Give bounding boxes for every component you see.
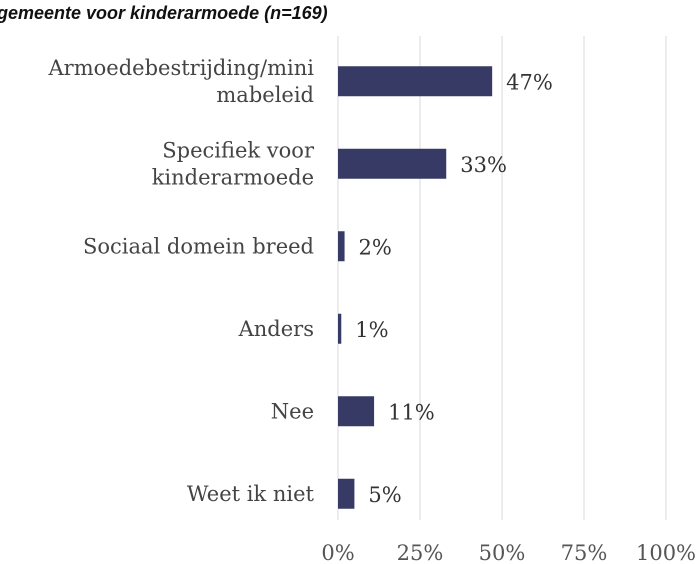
category-label: mabeleid — [216, 83, 314, 107]
bar — [338, 396, 375, 427]
x-tick-label: 75% — [561, 541, 608, 564]
gridlines — [337, 36, 667, 520]
x-tick-label: 50% — [479, 541, 526, 564]
bar — [338, 148, 447, 179]
x-tick-label: 0% — [321, 541, 354, 564]
x-tick-label: 100% — [636, 541, 696, 564]
category-label: Armoedebestrijding/mini — [48, 56, 315, 80]
category-label: kinderarmoede — [152, 165, 314, 189]
bars — [338, 66, 493, 509]
bar — [338, 231, 345, 262]
chart-title: gemeente voor kinderarmoede (n=169) — [0, 3, 328, 23]
bar — [338, 66, 493, 97]
data-label: 1% — [355, 318, 388, 342]
category-label: Sociaal domein breed — [83, 234, 314, 258]
data-label: 5% — [368, 483, 401, 507]
category-label: Specifiek voor — [162, 138, 315, 162]
data-label: 47% — [506, 70, 553, 94]
category-labels: Armoedebestrijding/mini mabeleid Specifiek… — [48, 56, 315, 506]
x-axis-tick-labels: 0% 25% 50% 75% 100% — [321, 541, 696, 564]
bar — [338, 313, 342, 344]
x-tick-label: 25% — [397, 541, 444, 564]
data-label: 2% — [359, 235, 392, 259]
category-label: Weet ik niet — [187, 482, 315, 506]
value-labels: 47% 33% 2% 1% 11% 5% — [355, 70, 553, 507]
category-label: Nee — [271, 399, 314, 423]
bar — [338, 478, 355, 509]
data-label: 33% — [460, 153, 507, 177]
category-label: Anders — [238, 317, 314, 341]
data-label: 11% — [388, 400, 435, 424]
